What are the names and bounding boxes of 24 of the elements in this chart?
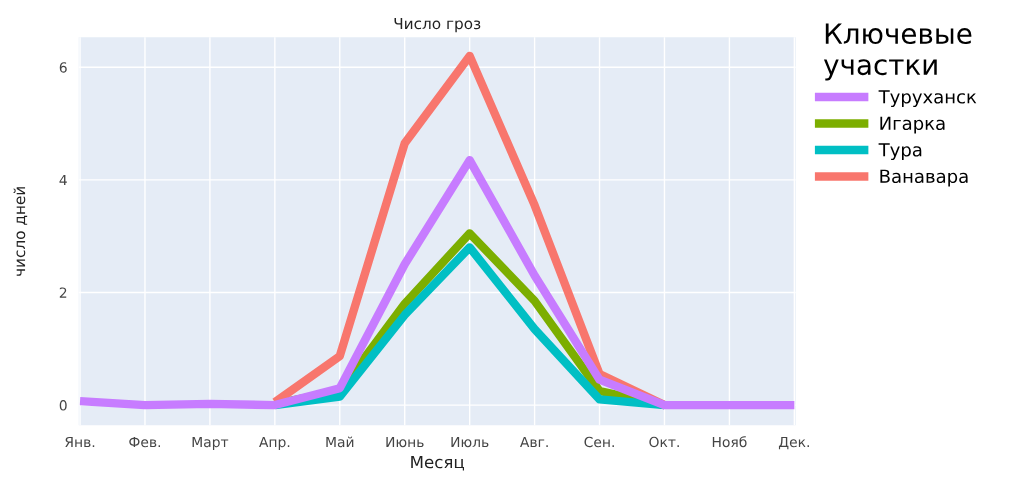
- legend-label: Игарка: [880, 116, 945, 134]
- legend-title: Ключевые участки: [823, 23, 972, 81]
- y-axis-title: число дней: [13, 187, 28, 276]
- x-tick-label: Авг.: [520, 436, 548, 448]
- y-tick-label: 2: [59, 287, 67, 298]
- x-tick-label: Апр.: [259, 436, 290, 450]
- x-tick-label: Сен.: [584, 436, 614, 448]
- x-tick-label: Янв.: [65, 436, 95, 448]
- x-tick-label: Июнь: [386, 436, 424, 448]
- x-tick-label: Фев.: [129, 436, 161, 448]
- y-tick-label: 0: [59, 400, 67, 411]
- chart-title: Число гроз: [394, 17, 481, 33]
- x-axis-title: Месяц: [411, 455, 465, 471]
- x-tick-label: Дек.: [778, 436, 809, 450]
- x-tick-label: Март: [192, 436, 229, 450]
- x-tick-label: Июль: [451, 436, 489, 448]
- x-tick-label: Окт.: [649, 436, 679, 448]
- x-tick-label: Май: [326, 436, 354, 448]
- legend-label: Туруханск: [878, 90, 977, 108]
- y-tick-label: 4: [59, 174, 67, 186]
- legend-label: Тура: [878, 143, 922, 161]
- legend-label: Ванавара: [880, 169, 968, 187]
- y-tick-label: 6: [59, 62, 67, 73]
- x-tick-label: Нояб: [712, 436, 747, 448]
